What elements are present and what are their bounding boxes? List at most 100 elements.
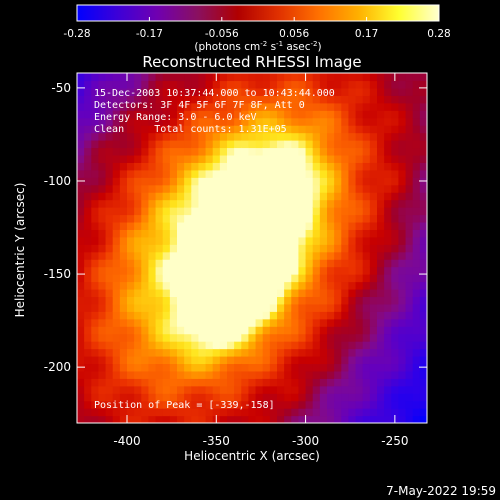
heatmap-cell [127, 363, 135, 372]
heatmap-cell [112, 229, 121, 238]
heatmap-cell [277, 162, 285, 171]
heatmap-cell [227, 400, 235, 409]
heatmap-cell [355, 326, 364, 335]
heatmap-cell [77, 355, 85, 365]
heatmap-cell [198, 80, 207, 89]
heatmap-cell [141, 400, 150, 409]
heatmap-cell [269, 326, 278, 335]
heatmap-cell [119, 214, 128, 223]
heatmap-cell [391, 355, 400, 365]
heatmap-cell [334, 348, 342, 357]
heatmap-cell [184, 408, 192, 417]
heatmap-cell [119, 169, 128, 178]
heatmap-cell [191, 274, 200, 283]
heatmap-cell [319, 348, 328, 357]
heatmap-cell [248, 326, 257, 335]
heatmap-cell [91, 102, 100, 111]
heatmap-cell [155, 266, 164, 275]
heatmap-cell [134, 117, 142, 126]
heatmap-cell [369, 132, 378, 141]
heatmap-cell [84, 288, 92, 298]
heatmap-cell [77, 117, 85, 126]
heatmap-cell [84, 251, 92, 260]
heatmap-cell [348, 229, 357, 238]
heatmap-cell [291, 125, 300, 134]
heatmap-cell [269, 199, 278, 208]
heatmap-cell [91, 415, 100, 423]
heatmap-cell [91, 259, 100, 268]
heatmap-cell [205, 214, 214, 223]
heatmap-cell [112, 288, 121, 298]
heatmap-cell [419, 192, 427, 201]
heatmap-cell [412, 87, 421, 96]
heatmap-cell [327, 140, 335, 149]
heatmap-cell [227, 102, 235, 111]
heatmap-cell [412, 125, 421, 134]
heatmap-cell [362, 281, 371, 290]
heatmap-cell [398, 177, 407, 186]
heatmap-cell [255, 341, 264, 350]
heatmap-cell [312, 333, 321, 342]
heatmap-cell [134, 125, 142, 134]
heatmap-cell [105, 192, 114, 201]
heatmap-cell [348, 207, 357, 216]
heatmap-cell [227, 251, 235, 260]
heatmap-cell [227, 318, 235, 327]
heatmap-cell [291, 341, 300, 350]
heatmap-cell [148, 147, 157, 156]
heatmap-cell [277, 244, 285, 253]
heatmap-cell [198, 132, 207, 141]
heatmap-cell [127, 288, 135, 298]
heatmap-cell [91, 303, 100, 312]
heatmap-cell [412, 221, 421, 230]
heatmap-cell [119, 162, 128, 171]
heatmap-cell [291, 229, 300, 238]
heatmap-cell [191, 408, 200, 417]
heatmap-cell [112, 318, 121, 327]
heatmap-cell [269, 303, 278, 312]
heatmap-cell [277, 192, 285, 201]
heatmap-cell [134, 348, 142, 357]
heatmap-cell [262, 87, 271, 96]
heatmap-cell [119, 154, 128, 163]
heatmap-cell [219, 73, 228, 82]
heatmap-cell [219, 184, 228, 193]
heatmap-cell [169, 154, 178, 163]
heatmap-cell [212, 221, 221, 230]
heatmap-cell [162, 95, 171, 104]
heatmap-cell [362, 385, 371, 394]
heatmap-cell [412, 259, 421, 268]
heatmap-cell [134, 385, 142, 394]
heatmap-cell [255, 355, 264, 365]
heatmap-cell [105, 73, 114, 82]
heatmap-cell [91, 326, 100, 335]
heatmap-cell [119, 415, 128, 423]
heatmap-cell [112, 110, 121, 119]
heatmap-cell [241, 385, 250, 394]
heatmap-cell [177, 229, 185, 238]
heatmap-cell [205, 177, 214, 186]
heatmap-cell [134, 318, 142, 327]
heatmap-cell [398, 348, 407, 357]
heatmap-cell [391, 236, 400, 245]
heatmap-cell [127, 214, 135, 223]
heatmap-cell [312, 415, 321, 423]
heatmap-cell [162, 73, 171, 82]
heatmap-cell [198, 326, 207, 335]
heatmap-cell [341, 236, 350, 245]
heatmap-cell [162, 378, 171, 387]
heatmap-cell [327, 408, 335, 417]
heatmap-cell [212, 281, 221, 290]
heatmap-cell [91, 244, 100, 253]
heatmap-cell [169, 221, 178, 230]
heatmap-cell [384, 73, 392, 82]
heatmap-cell [419, 102, 427, 111]
heatmap-cell [248, 333, 257, 342]
heatmap-cell [112, 251, 121, 260]
heatmap-cell [198, 102, 207, 111]
heatmap-cell [198, 244, 207, 253]
heatmap-cell [255, 110, 264, 119]
heatmap-cell [341, 214, 350, 223]
heatmap-cell [105, 393, 114, 402]
heatmap-cell [177, 214, 185, 223]
